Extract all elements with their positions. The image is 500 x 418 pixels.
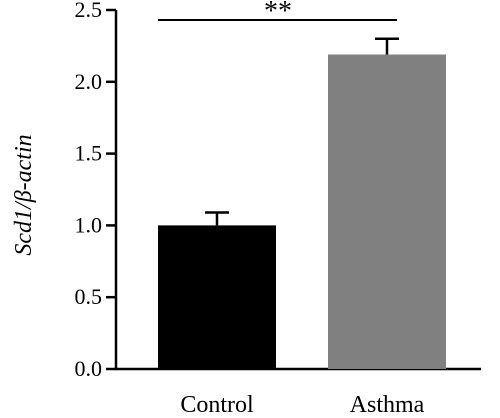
- y-tick-label: 0.0: [75, 356, 103, 381]
- y-tick-label: 1.5: [75, 141, 103, 166]
- y-axis-title: Scd1/β-actin: [11, 134, 37, 255]
- y-tick-label: 0.5: [75, 284, 103, 309]
- significance-annotation: **: [158, 0, 397, 27]
- y-tick-label: 2.0: [75, 69, 103, 94]
- y-ticks: 0.0 0.5 1.0 1.5 2.0 2.5: [75, 0, 116, 381]
- bar-asthma: [328, 54, 446, 370]
- bars: [158, 54, 446, 370]
- error-bars: [205, 37, 399, 226]
- x-category-labels: Control Asthma: [180, 392, 424, 418]
- y-tick-label: 2.5: [75, 0, 103, 22]
- significance-label: **: [264, 0, 292, 27]
- bar-control: [158, 225, 276, 369]
- x-category-label: Control: [180, 392, 254, 418]
- y-tick-label: 1.0: [75, 212, 103, 237]
- x-category-label: Asthma: [350, 392, 425, 418]
